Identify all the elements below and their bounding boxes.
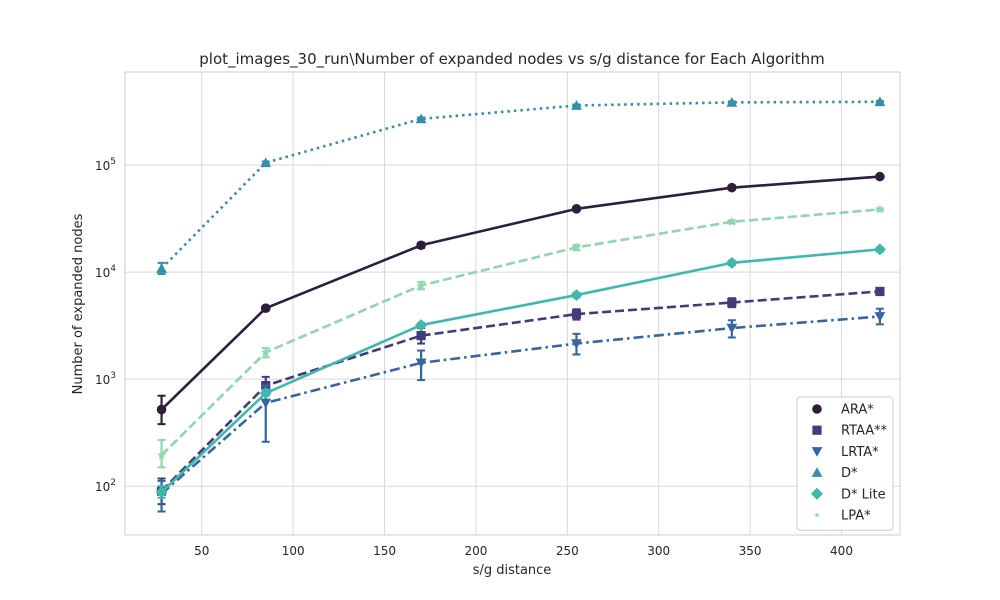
series-line	[160, 208, 880, 457]
data-point	[873, 243, 886, 256]
y-tick-exponent: 2	[110, 478, 116, 488]
data-point	[571, 339, 582, 349]
data-point	[571, 204, 582, 214]
data-point	[415, 358, 427, 369]
series-lrta	[156, 307, 886, 513]
data-point	[571, 242, 582, 252]
x-tick-label: 50	[194, 544, 209, 558]
data-point	[156, 404, 167, 415]
data-point	[155, 486, 168, 499]
legend-marker	[811, 467, 823, 477]
chart-title: plot_images_30_run\Number of expanded no…	[199, 50, 824, 69]
legend-label: ARA*	[841, 403, 874, 418]
data-point	[416, 280, 426, 290]
y-tick-exponent: 5	[110, 157, 116, 167]
series-d	[156, 96, 886, 275]
data-point	[416, 331, 426, 341]
x-tick-label: 350	[739, 544, 762, 558]
legend-label: LRTA*	[841, 445, 879, 460]
data-point	[727, 182, 737, 193]
series-line	[160, 290, 880, 493]
data-point	[571, 309, 582, 319]
data-point	[571, 100, 582, 110]
y-tick-exponent: 3	[110, 371, 116, 381]
legend-marker	[812, 425, 822, 435]
x-tick-label: 100	[282, 544, 305, 558]
y-tick-exponent: 4	[110, 264, 116, 274]
data-point	[260, 347, 271, 357]
data-point	[260, 157, 272, 168]
y-tick-label: 102	[95, 478, 116, 494]
y-tick-label: 104	[95, 264, 116, 280]
series-ara	[156, 171, 885, 426]
legend-item-d: D*	[811, 466, 858, 481]
data-point	[726, 96, 738, 107]
legend-label: LPA*	[841, 509, 871, 524]
x-tick-label: 300	[647, 544, 670, 558]
data-point	[727, 216, 737, 226]
legend-item-lpa: LPA*	[814, 509, 871, 524]
series-layer	[155, 96, 886, 513]
data-point	[875, 286, 885, 297]
data-point	[570, 289, 583, 302]
data-point	[725, 256, 738, 269]
data-point	[260, 398, 272, 409]
series-lpa	[156, 204, 885, 469]
legend-marker	[811, 487, 823, 500]
x-axis-label: s/g distance	[473, 563, 552, 578]
x-tick-label: 200	[464, 544, 487, 558]
legend-item-ara: ARA*	[812, 403, 874, 418]
data-point	[874, 96, 886, 107]
data-point	[726, 323, 738, 334]
data-point	[416, 240, 426, 251]
series-line	[160, 100, 880, 270]
data-point	[875, 171, 885, 182]
x-tick-label: 150	[373, 544, 396, 558]
series-line	[160, 248, 881, 494]
legend-marker	[814, 512, 820, 518]
grid-layer	[125, 72, 900, 535]
data-point	[156, 263, 167, 273]
data-point	[727, 297, 737, 308]
data-point	[874, 312, 886, 322]
data-point	[415, 113, 427, 124]
series-line	[160, 175, 880, 411]
data-point	[260, 303, 271, 313]
legend-item-d-lite: D* Lite	[811, 487, 886, 502]
y-tick-label: 105	[95, 157, 116, 173]
legend-label: D*	[841, 466, 858, 481]
y-tick-label: 103	[95, 371, 116, 387]
legend-item-rtaa: RTAA**	[812, 424, 888, 439]
x-tick-label: 400	[830, 544, 853, 558]
plot-frame	[124, 71, 901, 536]
legend-label: RTAA**	[841, 424, 888, 439]
data-point	[875, 204, 885, 214]
legend: ARA* RTAA** LRTA* D* D* Lite LPA*	[796, 396, 894, 531]
series-d-lite	[155, 243, 886, 499]
data-point	[259, 387, 272, 400]
legend-marker	[811, 447, 823, 457]
data-point	[415, 319, 428, 332]
x-tick-label: 250	[556, 544, 579, 558]
series-line	[160, 315, 880, 495]
y-axis-label: Number of expanded nodes	[71, 213, 86, 394]
legend-item-lrta: LRTA*	[811, 445, 879, 460]
legend-marker	[812, 404, 822, 414]
data-point	[156, 450, 167, 460]
legend-label: D* Lite	[841, 487, 886, 502]
